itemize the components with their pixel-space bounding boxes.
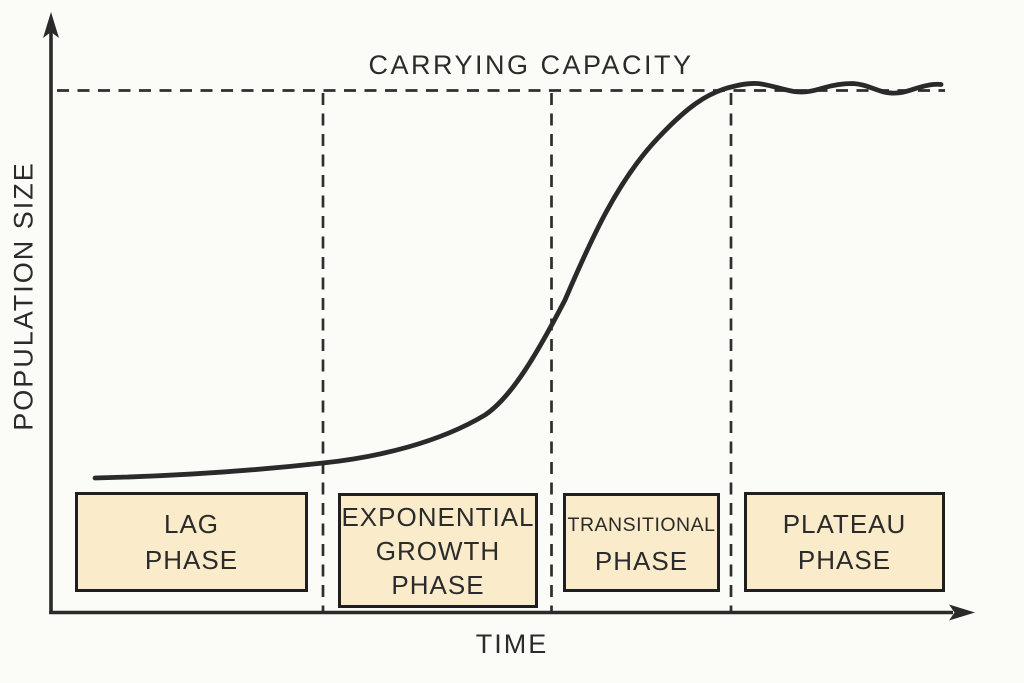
- carrying-capacity-label: CARRYING CAPACITY: [368, 50, 694, 80]
- phase-label-line: PLATEAU: [782, 509, 907, 539]
- y-axis-title: POPULATION SIZE: [8, 161, 39, 431]
- phase-label-line: PHASE: [144, 545, 239, 575]
- x-axis-arrowhead: [949, 604, 975, 621]
- phase-label-line: EXPONENTIAL: [341, 501, 535, 532]
- phase-label-line: LAG: [163, 509, 220, 539]
- phase-box-exponential-growth: EXPONENTIAL GROWTH PHASE: [338, 493, 538, 608]
- phase-label-line: PHASE: [391, 569, 485, 600]
- phase-box-plateau: PLATEAU PHASE: [744, 492, 945, 592]
- phase-label-line: GROWTH: [375, 535, 501, 566]
- y-axis-arrowhead: [43, 12, 59, 38]
- x-axis-title: TIME: [475, 629, 549, 659]
- phase-label-line: TRANSITIONAL: [567, 513, 716, 536]
- phase-box-transitional: TRANSITIONAL PHASE: [563, 493, 720, 592]
- phase-label-line: PHASE: [594, 545, 689, 576]
- phase-box-lag: LAG PHASE: [75, 492, 308, 592]
- growth-curve: [92, 81, 944, 481]
- phase-label-line: PHASE: [797, 545, 892, 575]
